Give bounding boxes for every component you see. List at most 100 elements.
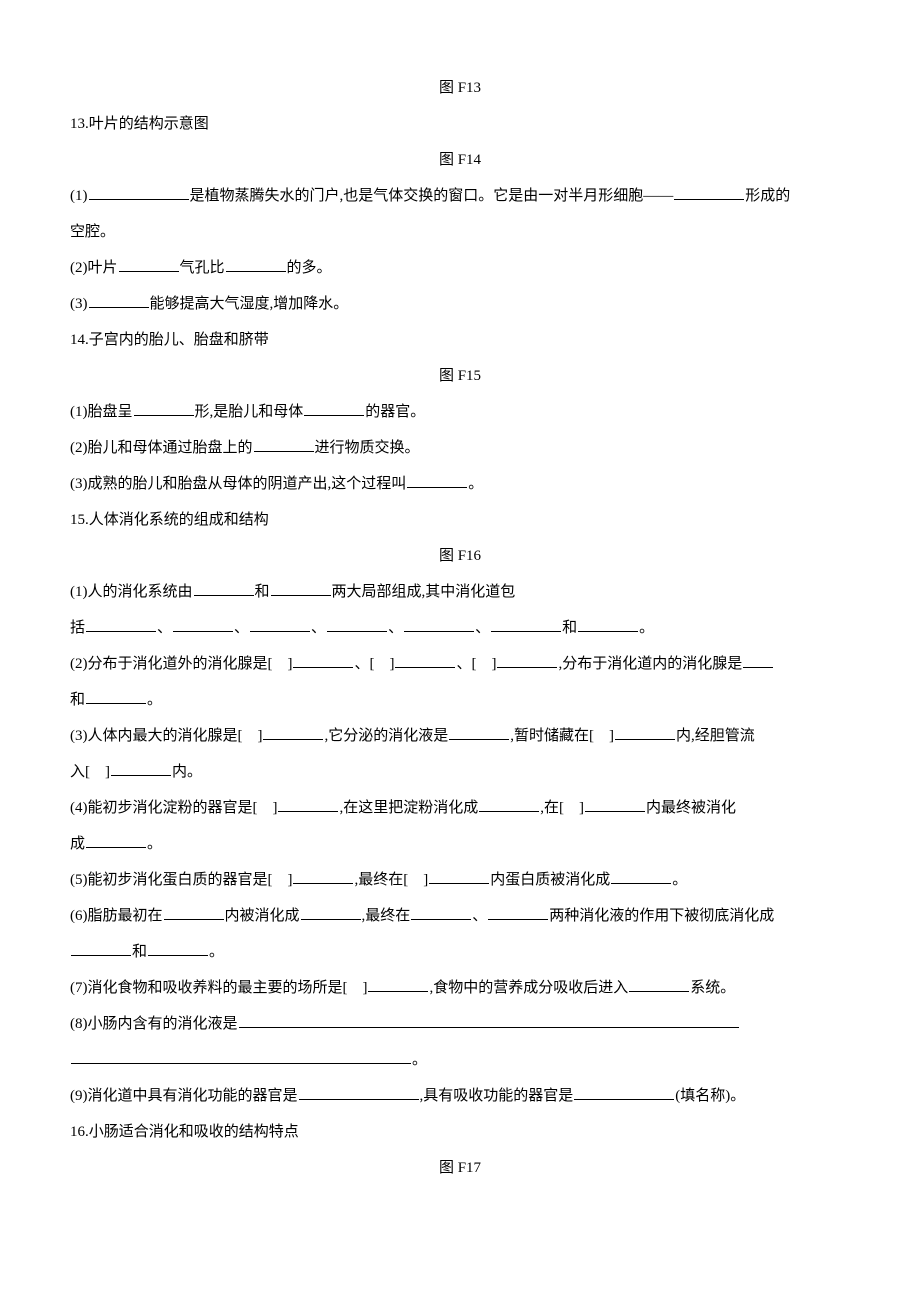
fill-blank[interactable]: [488, 901, 548, 920]
fill-blank[interactable]: [86, 829, 146, 848]
text: 、: [157, 620, 172, 636]
fill-blank[interactable]: [173, 613, 233, 632]
q15-2-line2: 和。: [70, 682, 850, 718]
fill-blank[interactable]: [404, 613, 474, 632]
fill-blank[interactable]: [250, 613, 310, 632]
q15-6-line2: 和。: [70, 934, 850, 970]
q15-1-line2: 括、、、、、和。: [70, 610, 850, 646]
text: (1)胎盘呈: [70, 404, 133, 420]
text: 、[ ]: [354, 656, 394, 672]
fill-blank[interactable]: [368, 973, 428, 992]
text: (8)小肠内含有的消化液是: [70, 1016, 238, 1032]
fill-blank[interactable]: [271, 577, 331, 596]
fill-blank[interactable]: [194, 577, 254, 596]
q15-4-line2: 成。: [70, 826, 850, 862]
text: 。: [147, 836, 162, 852]
text: 、: [472, 908, 487, 924]
text: ,在这里把淀粉消化成: [339, 800, 478, 816]
text: 。: [209, 944, 224, 960]
text: 。: [672, 872, 687, 888]
fill-blank[interactable]: [119, 253, 179, 272]
text: 进行物质交换。: [315, 440, 420, 456]
fill-blank[interactable]: [71, 937, 131, 956]
figure-label-16: 图 F16: [70, 538, 850, 574]
fill-blank[interactable]: [611, 865, 671, 884]
q15-8-line2: 。: [70, 1042, 850, 1078]
q14-2: (2)胎儿和母体通过胎盘上的 进行物质交换。: [70, 430, 850, 466]
text: (9)消化道中具有消化功能的器官是: [70, 1088, 298, 1104]
fill-blank[interactable]: [293, 649, 353, 668]
text: 、[ ]: [456, 656, 496, 672]
text: 内被消化成: [225, 908, 300, 924]
text: ,暂时储藏在[ ]: [510, 728, 614, 744]
q15-2-line1: (2)分布于消化道外的消化腺是[ ] 、[ ] 、[ ] ,分布于消化道内的消化腺是: [70, 646, 850, 682]
text: 。: [412, 1052, 427, 1068]
fill-blank[interactable]: [278, 793, 338, 812]
q15-title: 15.人体消化系统的组成和结构: [70, 502, 850, 538]
fill-blank[interactable]: [449, 721, 509, 740]
text: 成: [70, 836, 85, 852]
fill-blank[interactable]: [299, 1081, 419, 1100]
text: 系统。: [690, 980, 735, 996]
fill-blank[interactable]: [111, 757, 171, 776]
fill-blank[interactable]: [411, 901, 471, 920]
text: ,具有吸收功能的器官是: [420, 1088, 574, 1104]
fill-blank[interactable]: [574, 1081, 674, 1100]
fill-blank[interactable]: [89, 289, 149, 308]
figure-label-13: 图 F13: [70, 70, 850, 106]
text: ,它分泌的消化液是: [324, 728, 448, 744]
fill-blank[interactable]: [491, 613, 561, 632]
text: 。: [639, 620, 654, 636]
fill-blank[interactable]: [164, 901, 224, 920]
fill-blank[interactable]: [395, 649, 455, 668]
fill-blank[interactable]: [86, 685, 146, 704]
text: 内,经胆管流: [676, 728, 755, 744]
text: ,最终在[ ]: [354, 872, 428, 888]
q13-1-line2: 空腔。: [70, 214, 850, 250]
q14-3: (3)成熟的胎儿和胎盘从母体的阴道产出,这个过程叫。: [70, 466, 850, 502]
fill-blank[interactable]: [407, 469, 467, 488]
fill-blank[interactable]: [497, 649, 557, 668]
text: 是植物蒸腾失水的门户,也是气体交换的窗口。它是由一对半月形细胞——: [190, 188, 674, 204]
fill-blank[interactable]: [293, 865, 353, 884]
text: 、: [388, 620, 403, 636]
fill-blank[interactable]: [134, 397, 194, 416]
fill-blank[interactable]: [254, 433, 314, 452]
fill-blank[interactable]: [585, 793, 645, 812]
text: ,分布于消化道内的消化腺是: [558, 656, 742, 672]
fill-blank[interactable]: [226, 253, 286, 272]
figure-label-17: 图 F17: [70, 1150, 850, 1186]
text: 和: [132, 944, 147, 960]
q13-2: (2)叶片气孔比的多。: [70, 250, 850, 286]
text: 括: [70, 620, 85, 636]
fill-blank[interactable]: [301, 901, 361, 920]
text: ,最终在: [362, 908, 411, 924]
text: 。: [468, 476, 483, 492]
fill-blank[interactable]: [327, 613, 387, 632]
text: (1): [70, 188, 88, 204]
q15-4-line1: (4)能初步消化淀粉的器官是[ ],在这里把淀粉消化成,在[ ]内最终被消化: [70, 790, 850, 826]
fill-blank[interactable]: [429, 865, 489, 884]
text: 。: [147, 692, 162, 708]
q15-5: (5)能初步消化蛋白质的器官是[ ],最终在[ ]内蛋白质被消化成。: [70, 862, 850, 898]
fill-blank[interactable]: [71, 1045, 411, 1064]
text: (2)分布于消化道外的消化腺是[ ]: [70, 656, 292, 672]
text: (2)胎儿和母体通过胎盘上的: [70, 440, 253, 456]
fill-blank[interactable]: [304, 397, 364, 416]
fill-blank[interactable]: [629, 973, 689, 992]
text: 能够提高大气湿度,增加降水。: [150, 296, 349, 312]
fill-blank[interactable]: [674, 181, 744, 200]
q15-8-line1: (8)小肠内含有的消化液是: [70, 1006, 850, 1042]
fill-blank[interactable]: [89, 181, 189, 200]
text: (3)人体内最大的消化腺是[ ]: [70, 728, 262, 744]
fill-blank[interactable]: [578, 613, 638, 632]
q15-7: (7)消化食物和吸收养料的最主要的场所是[ ],食物中的营养成分吸收后进入系统。: [70, 970, 850, 1006]
text: 气孔比: [180, 260, 225, 276]
fill-blank[interactable]: [615, 721, 675, 740]
fill-blank[interactable]: [239, 1009, 739, 1028]
fill-blank[interactable]: [479, 793, 539, 812]
fill-blank[interactable]: [148, 937, 208, 956]
fill-blank[interactable]: [743, 649, 773, 668]
fill-blank[interactable]: [263, 721, 323, 740]
fill-blank[interactable]: [86, 613, 156, 632]
